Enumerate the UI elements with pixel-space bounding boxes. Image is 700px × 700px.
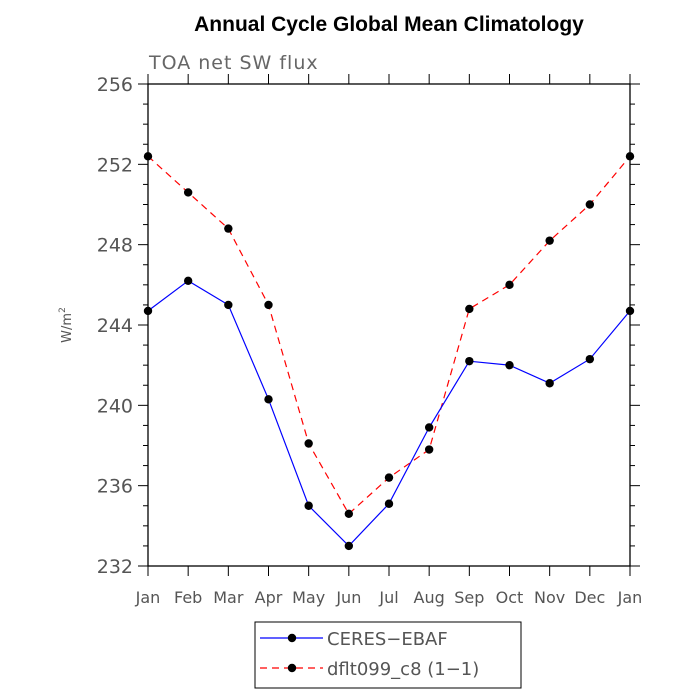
x-tick-label: Apr (255, 588, 283, 607)
data-point-dflt099 (224, 224, 233, 233)
data-point-ceres-ebaf (625, 306, 635, 316)
data-point-dflt099 (304, 439, 313, 448)
y-tick-label: 236 (97, 476, 133, 498)
data-point-dflt099 (625, 152, 635, 161)
data-point-ceres-ebaf (585, 354, 595, 364)
y-axis-label: W/m2 (58, 307, 75, 343)
legend-marker-ceres-ebaf (287, 633, 297, 643)
x-tick-label: Jan (617, 588, 643, 607)
data-point-ceres-ebaf (264, 395, 273, 404)
legend-label-ceres-ebaf: CERES−EBAF (327, 629, 448, 650)
x-tick-label: Jun (335, 588, 361, 607)
y-tick-label: 252 (97, 154, 133, 176)
data-point-ceres-ebaf (505, 360, 514, 370)
x-tick-label: Dec (574, 588, 605, 607)
x-tick-label: Mar (213, 588, 244, 607)
x-tick-label: Feb (174, 588, 202, 607)
data-point-dflt099 (585, 200, 595, 209)
legend: CERES−EBAF dflt099_c8 (1−1) (254, 621, 522, 689)
data-point-dflt099 (264, 300, 273, 310)
x-tick-label: Nov (534, 588, 565, 607)
legend-marker-dflt099 (287, 663, 297, 673)
chart-subtitle: TOA net SW flux (148, 52, 319, 74)
data-point-dflt099 (143, 152, 153, 161)
data-point-dflt099 (545, 236, 554, 245)
plot-axes: 232 236 240 244 248 252 256 Jan Feb Mar Apr May Jun J… (97, 74, 643, 607)
legend-box (254, 621, 522, 689)
data-point-ceres-ebaf (545, 379, 554, 388)
data-point-dflt099 (424, 445, 434, 454)
data-point-dflt099 (344, 509, 354, 518)
y-axis-label-base: W/m (60, 313, 75, 343)
x-tick-label: Oct (496, 588, 524, 607)
data-point-ceres-ebaf (344, 541, 354, 551)
y-axis-label-superscript: 2 (58, 307, 68, 313)
series-line-dflt099 (147, 155, 631, 515)
data-point-dflt099 (505, 280, 514, 290)
x-tick-label: Jul (378, 588, 398, 607)
data-point-ceres-ebaf (183, 276, 193, 286)
chart-title: Annual Cycle Global Mean Climatology (194, 13, 584, 36)
data-point-ceres-ebaf (424, 423, 434, 432)
y-tick-label: 244 (97, 315, 133, 337)
plot-frame (147, 83, 631, 567)
y-tick-label: 240 (97, 395, 133, 417)
data-point-ceres-ebaf (143, 306, 153, 316)
data-point-ceres-ebaf (224, 300, 233, 310)
x-tick-label: May (292, 588, 325, 607)
data-point-ceres-ebaf (384, 499, 394, 508)
data-point-dflt099 (183, 188, 193, 197)
y-tick-label: 248 (97, 235, 133, 257)
x-tick-label: Aug (414, 588, 445, 607)
x-tick-label: Sep (454, 588, 484, 607)
data-point-ceres-ebaf (304, 501, 313, 510)
data-point-dflt099 (465, 304, 474, 314)
x-tick-label: Jan (135, 588, 161, 607)
series-layer (143, 152, 635, 551)
y-tick-label: 232 (97, 556, 133, 578)
legend-label-dflt099: dflt099_c8 (1−1) (327, 659, 479, 680)
y-tick-label: 256 (97, 74, 133, 96)
data-point-dflt099 (384, 473, 394, 482)
data-point-ceres-ebaf (465, 356, 474, 366)
